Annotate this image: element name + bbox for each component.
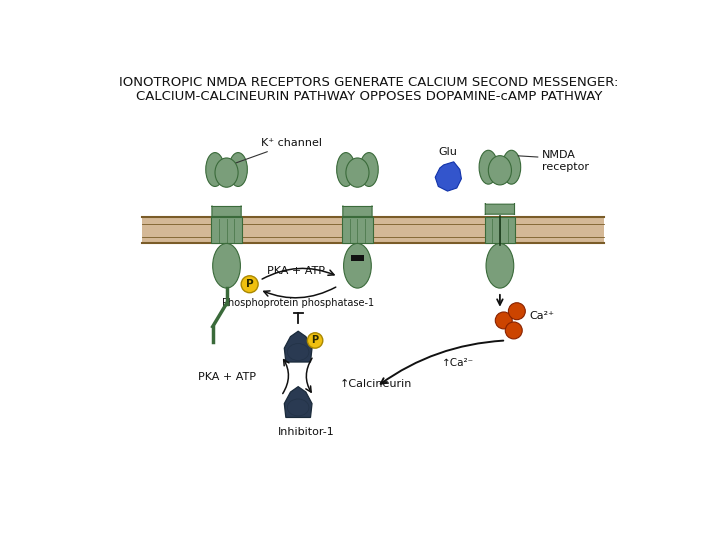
Bar: [342, 217, 373, 244]
FancyBboxPatch shape: [485, 204, 515, 215]
Ellipse shape: [479, 150, 498, 184]
Text: Inhibitor-1: Inhibitor-1: [277, 427, 334, 437]
Circle shape: [505, 322, 522, 339]
Ellipse shape: [360, 153, 378, 186]
Text: NMDA
receptor: NMDA receptor: [542, 150, 589, 172]
Text: Phosphoprotein phosphatase-1: Phosphoprotein phosphatase-1: [222, 298, 374, 308]
Text: ↑Calcineurin: ↑Calcineurin: [340, 379, 412, 389]
Polygon shape: [435, 162, 462, 191]
Bar: [211, 217, 242, 244]
Ellipse shape: [486, 244, 514, 288]
Circle shape: [307, 333, 323, 348]
Ellipse shape: [229, 153, 248, 186]
Text: IONOTROPIC NMDA RECEPTORS GENERATE CALCIUM SECOND MESSENGER:: IONOTROPIC NMDA RECEPTORS GENERATE CALCI…: [120, 76, 618, 89]
Bar: [485, 217, 516, 244]
Circle shape: [495, 312, 512, 329]
Bar: [351, 255, 364, 261]
Circle shape: [508, 303, 526, 320]
Text: PKA + ATP: PKA + ATP: [197, 372, 256, 382]
Text: K⁺ channel: K⁺ channel: [233, 138, 323, 164]
Ellipse shape: [346, 158, 369, 187]
Text: Glu: Glu: [438, 147, 457, 157]
Ellipse shape: [488, 156, 511, 185]
Ellipse shape: [343, 244, 372, 288]
Ellipse shape: [287, 343, 309, 361]
Bar: [142, 217, 604, 244]
FancyBboxPatch shape: [343, 206, 372, 217]
Text: CALCIUM-CALCINEURIN PATHWAY OPPOSES DOPAMINE-cAMP PATHWAY: CALCIUM-CALCINEURIN PATHWAY OPPOSES DOPA…: [136, 90, 602, 103]
Text: ↑Ca²⁻: ↑Ca²⁻: [442, 358, 474, 368]
Ellipse shape: [287, 399, 309, 416]
Text: P: P: [312, 335, 319, 346]
Circle shape: [241, 276, 258, 293]
Polygon shape: [284, 387, 312, 417]
Ellipse shape: [503, 150, 521, 184]
Ellipse shape: [206, 153, 224, 186]
Text: P: P: [246, 279, 253, 289]
Text: PKA + ATP: PKA + ATP: [267, 266, 325, 276]
Polygon shape: [284, 331, 312, 362]
FancyBboxPatch shape: [212, 206, 241, 217]
Text: Ca²⁺: Ca²⁺: [529, 311, 554, 321]
Ellipse shape: [215, 158, 238, 187]
Ellipse shape: [212, 244, 240, 288]
Ellipse shape: [337, 153, 355, 186]
